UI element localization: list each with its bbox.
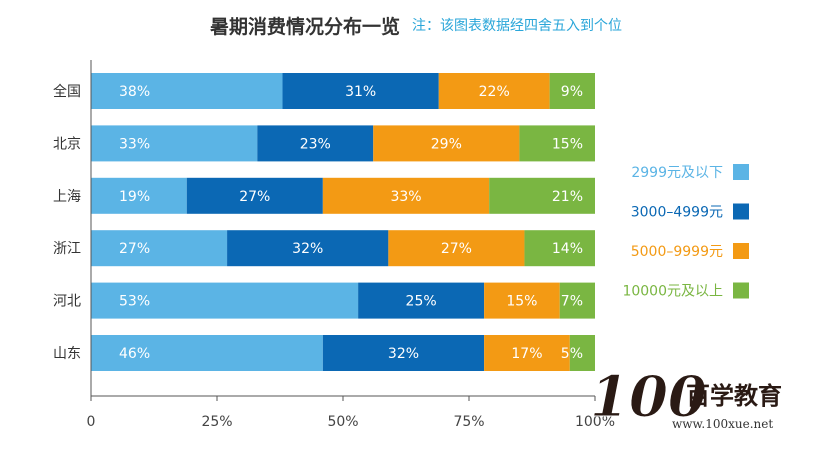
bar-segment bbox=[227, 230, 389, 267]
bar-segment bbox=[569, 335, 595, 371]
bar-segment bbox=[91, 230, 228, 267]
bar-segment bbox=[322, 177, 490, 214]
bar-segment bbox=[559, 282, 595, 319]
legend-label: 3000–4999元 bbox=[631, 205, 723, 221]
data-label: 31% bbox=[345, 84, 376, 100]
data-label: 32% bbox=[292, 241, 323, 257]
bar-segment bbox=[373, 125, 520, 162]
data-label: 15% bbox=[552, 136, 583, 152]
category-label: 山东 bbox=[53, 346, 81, 362]
data-label: 46% bbox=[119, 346, 150, 362]
data-label: 38% bbox=[119, 84, 150, 100]
data-label: 27% bbox=[119, 241, 150, 257]
x-tick-label: 100% bbox=[575, 414, 615, 430]
data-label: 25% bbox=[406, 294, 437, 310]
category-label: 浙江 bbox=[53, 241, 81, 257]
legend-swatch bbox=[733, 164, 749, 180]
legend-swatch bbox=[733, 203, 749, 220]
category-label: 河北 bbox=[53, 294, 81, 310]
chart-title: 暑期消费情况分布一览 bbox=[210, 16, 401, 38]
bar-segment bbox=[91, 125, 258, 162]
brand-logo-number: 100 bbox=[590, 364, 707, 430]
data-label: 9% bbox=[561, 84, 583, 100]
data-label: 14% bbox=[552, 241, 583, 257]
brand-watermark: 100 百学教育 www.100xue.net bbox=[588, 364, 788, 434]
bar-segment bbox=[186, 177, 323, 214]
bar-segment bbox=[322, 335, 485, 371]
bar-segment bbox=[519, 125, 595, 162]
bar-segment bbox=[524, 230, 595, 267]
brand-name: 百学教育 bbox=[686, 381, 782, 410]
bar-segment bbox=[358, 282, 485, 319]
data-label: 7% bbox=[561, 294, 583, 310]
category-label: 上海 bbox=[53, 189, 81, 205]
bar-segment bbox=[388, 230, 525, 267]
legend-label: 5000–9999元 bbox=[631, 244, 723, 260]
bar-segment bbox=[282, 73, 439, 109]
brand-url: www.100xue.net bbox=[672, 417, 773, 431]
bars-layer: 38% 31% 22% 9% 33% 23% 29% 15% 19% 27% 33% 21% 27% 32… bbox=[91, 73, 595, 371]
bar-segment bbox=[91, 73, 283, 109]
data-label: 53% bbox=[119, 294, 150, 310]
x-tick-label: 75% bbox=[453, 414, 484, 430]
data-label: 22% bbox=[479, 84, 510, 100]
data-label: 17% bbox=[511, 346, 542, 362]
bar-segment bbox=[484, 282, 560, 319]
legend-label: 2999元及以下 bbox=[631, 165, 723, 181]
data-label: 27% bbox=[441, 241, 472, 257]
x-tick-label: 0 bbox=[87, 414, 96, 430]
legend-label: 10000元及以上 bbox=[622, 284, 723, 300]
bar-segment bbox=[549, 73, 595, 109]
x-tick-label: 25% bbox=[201, 414, 232, 430]
data-label: 15% bbox=[506, 294, 537, 310]
bar-segment bbox=[91, 282, 359, 319]
data-label: 33% bbox=[119, 136, 150, 152]
data-label: 21% bbox=[552, 189, 583, 205]
legend: 2999元及以下 3000–4999元 5000–9999元 10000元及以上 bbox=[622, 164, 749, 300]
data-label: 19% bbox=[119, 189, 150, 205]
category-label: 全国 bbox=[53, 83, 81, 100]
data-label: 33% bbox=[390, 189, 421, 205]
chart-note: 注：该图表数据经四舍五入到个位 bbox=[412, 18, 622, 34]
data-label: 5% bbox=[561, 346, 583, 362]
data-label: 23% bbox=[300, 136, 331, 152]
data-label: 32% bbox=[388, 346, 419, 362]
bar-segment bbox=[91, 177, 187, 214]
bar-segment bbox=[91, 335, 323, 371]
legend-swatch bbox=[733, 282, 749, 299]
category-label: 北京 bbox=[53, 136, 81, 152]
bar-segment bbox=[489, 177, 595, 214]
bar-segment bbox=[484, 335, 570, 371]
bar-segment bbox=[257, 125, 374, 162]
legend-swatch bbox=[733, 243, 749, 259]
x-tick-label: 50% bbox=[327, 414, 358, 430]
bar-segment bbox=[438, 73, 550, 109]
data-label: 27% bbox=[239, 189, 270, 205]
data-label: 29% bbox=[431, 136, 462, 152]
